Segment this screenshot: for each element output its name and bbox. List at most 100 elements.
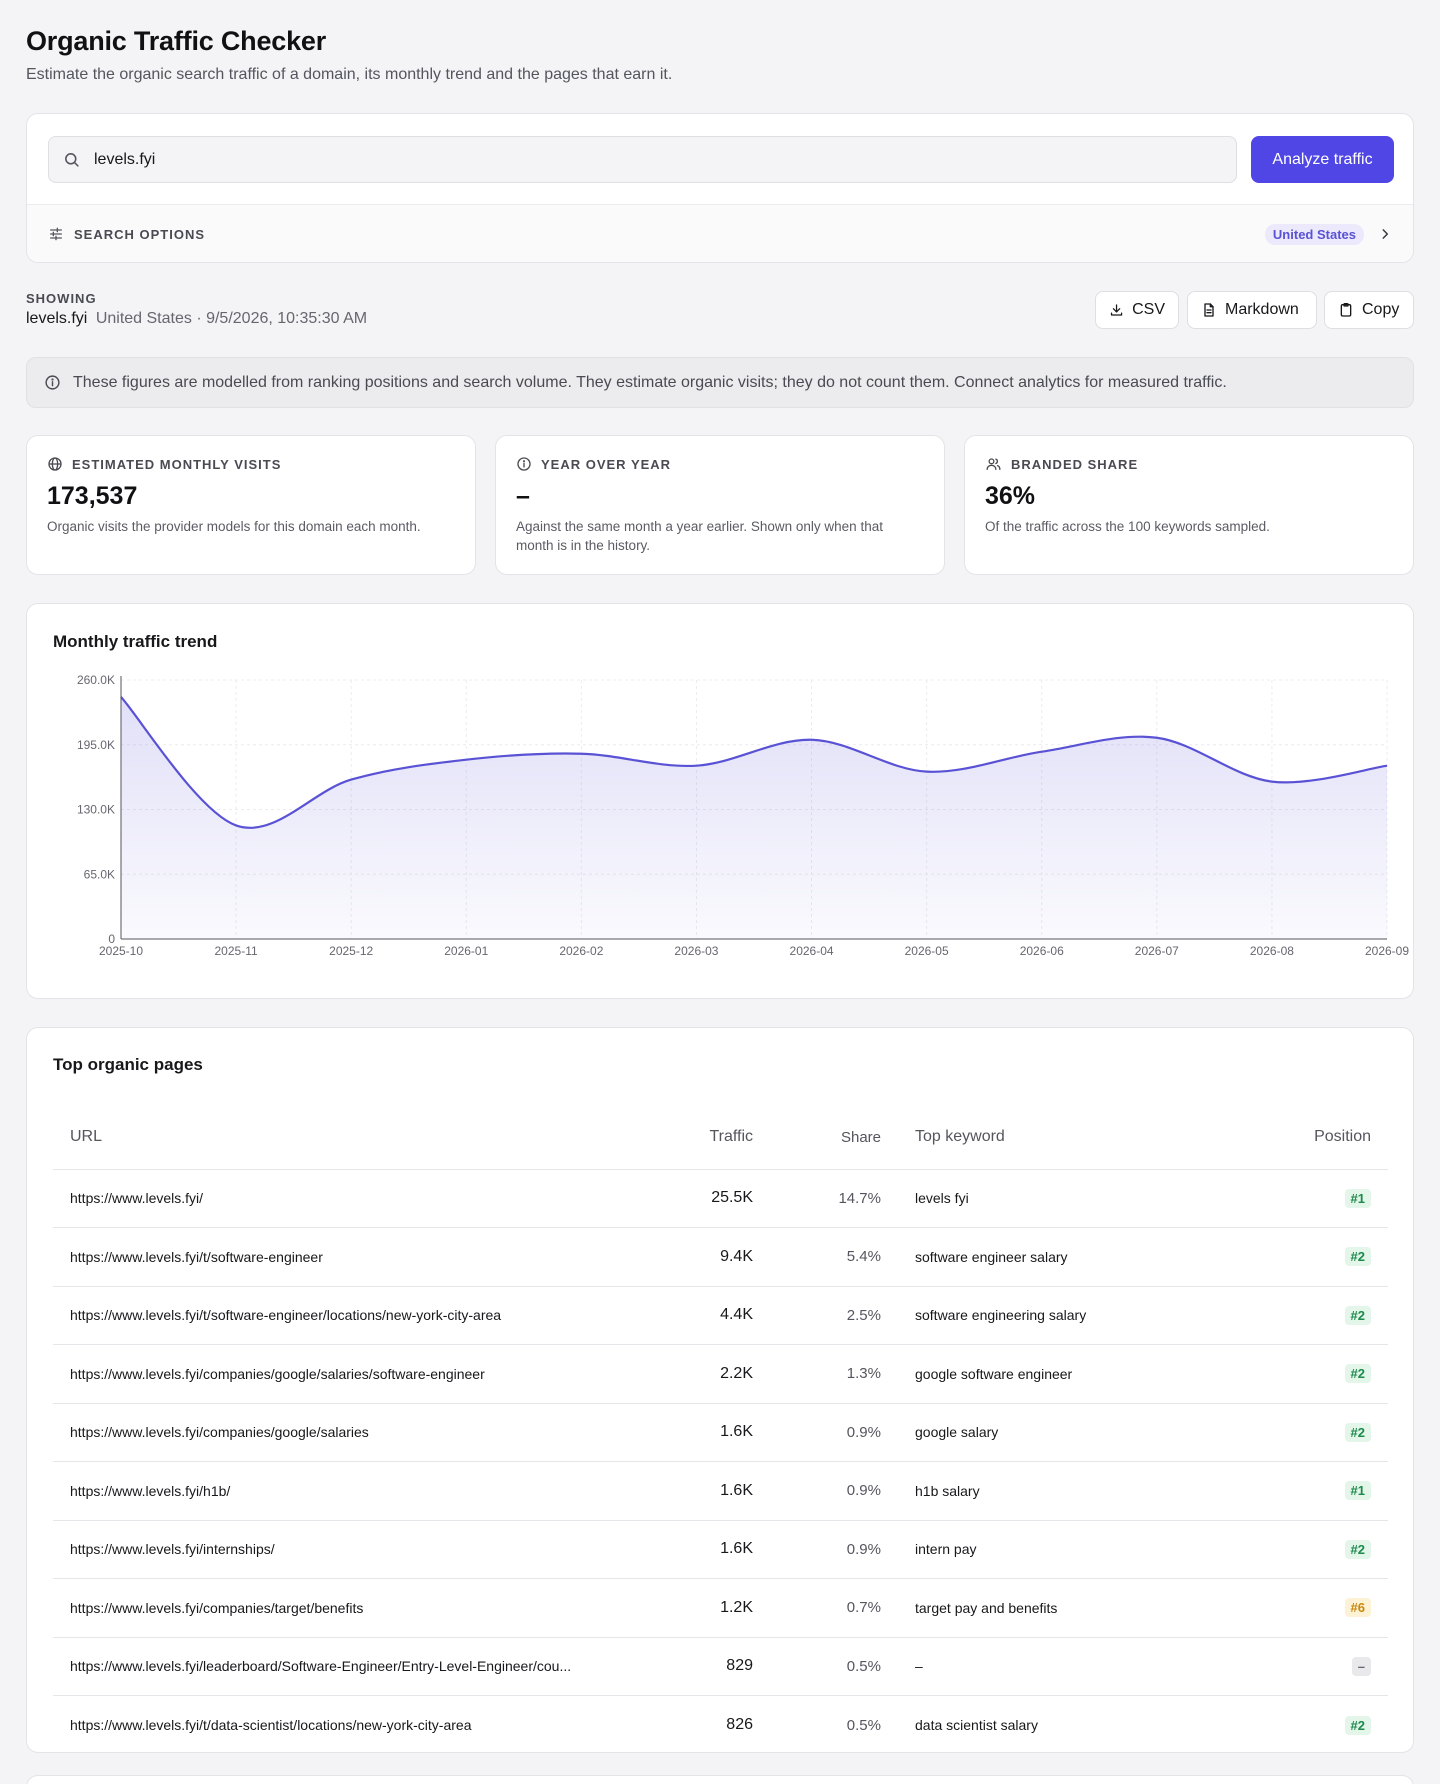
stat-branded-share: BRANDED SHARE 36% Of the traffic across … (964, 435, 1414, 575)
stat-year-over-year: YEAR OVER YEAR – Against the same month … (495, 435, 945, 575)
domain-input[interactable] (94, 150, 1236, 169)
table-row[interactable]: https://www.levels.fyi/companies/google/… (53, 1344, 1388, 1404)
page-traffic: 4.4K (643, 1286, 753, 1345)
position-badge: #2 (1344, 1715, 1371, 1735)
users-icon (986, 458, 1001, 470)
search-options-toggle[interactable]: SEARCH OPTIONS United States (27, 205, 1413, 262)
domain-search-field[interactable] (48, 136, 1237, 183)
page-url[interactable]: https://www.levels.fyi/leaderboard/Softw… (53, 1637, 643, 1696)
page-top-keyword: software engineering salary (881, 1286, 1248, 1345)
showing-label: SHOWING (26, 291, 97, 306)
page-top-keyword: google salary (881, 1403, 1248, 1462)
country-badge: United States (1264, 223, 1364, 245)
page-url[interactable]: https://www.levels.fyi/ (53, 1169, 643, 1228)
column-top-keyword[interactable]: Top keyword (881, 1106, 1248, 1170)
info-icon (45, 375, 60, 390)
page-top-keyword: levels fyi (881, 1169, 1248, 1228)
table-row[interactable]: https://www.levels.fyi/t/software-engine… (53, 1286, 1388, 1345)
table-row[interactable]: https://www.levels.fyi/25.5K 14.7% levels … (53, 1169, 1388, 1228)
page-url[interactable]: https://www.levels.fyi/t/software-engine… (53, 1286, 643, 1345)
x-tick-label: 2026-06 (1020, 944, 1064, 958)
page-url[interactable]: https://www.levels.fyi/internships/ (53, 1520, 643, 1579)
table-row[interactable]: https://www.levels.fyi/internships/1.6K 0… (53, 1520, 1388, 1579)
x-tick-label: 2026-03 (674, 944, 718, 958)
y-tick-label: 260.0K (77, 673, 115, 687)
search-options-label: SEARCH OPTIONS (74, 226, 206, 242)
column-position[interactable]: Position (1248, 1106, 1388, 1170)
page-url[interactable]: https://www.levels.fyi/companies/google/… (53, 1344, 643, 1404)
page-traffic: 826 (726, 1716, 753, 1733)
stat-label: BRANDED SHARE (1011, 456, 1139, 472)
copy-label: Copy (1362, 301, 1400, 318)
stat-value: 36% (985, 482, 1036, 510)
chevron-right-icon[interactable] (1378, 227, 1392, 241)
x-tick-label: 2026-09 (1365, 944, 1409, 958)
page-url[interactable]: https://www.levels.fyi/t/software-engine… (53, 1227, 643, 1287)
table-title: Top organic pages (53, 1055, 203, 1074)
page-traffic: 9.4K (643, 1227, 753, 1287)
page-traffic: 1.6K (643, 1461, 753, 1521)
page-traffic: 1.6K (643, 1403, 753, 1462)
export-csv-button[interactable]: CSV (1095, 291, 1179, 329)
top-pages-card: Top organic pages URL Traffic Share Top … (26, 1027, 1414, 1753)
table-row[interactable]: https://www.levels.fyi/leaderboard/Softw… (53, 1637, 1388, 1696)
page-url[interactable]: https://www.levels.fyi/companies/target/… (53, 1578, 643, 1638)
traffic-series-line (120, 696, 1388, 829)
export-markdown-button[interactable]: Markdown (1187, 291, 1317, 329)
y-tick-label: 0 (108, 932, 115, 946)
y-tick-label: 195.0K (77, 738, 115, 752)
position-badge: #6 (1344, 1598, 1371, 1618)
page-traffic: 1.2K (643, 1578, 753, 1638)
showing-domain: levels.fyi (26, 310, 88, 327)
page-share: 0.9% (753, 1461, 881, 1521)
page-share: 2.5% (753, 1286, 881, 1345)
page-top-keyword: h1b salary (881, 1461, 1248, 1521)
position-badge: #1 (1344, 1188, 1371, 1208)
search-card: Analyze traffic SEARCH OPTIONS United St… (26, 113, 1414, 263)
table-row[interactable]: https://www.levels.fyi/h1b/1.6K 0.9% h1b s… (53, 1461, 1388, 1521)
next-section-card (26, 1775, 1414, 1784)
clipboard-icon (1340, 303, 1352, 317)
traffic-area-fill (121, 696, 1387, 939)
position-badge: #2 (1344, 1422, 1371, 1442)
page-title: Organic Traffic Checker (26, 26, 327, 56)
info-icon (517, 457, 531, 471)
page-url[interactable]: https://www.levels.fyi/h1b/ (53, 1461, 643, 1521)
traffic-trend-card: Monthly traffic trend 0 65.0K 130.0K 195.0K… (26, 603, 1414, 999)
export-csv-label: CSV (1132, 301, 1165, 318)
x-tick-label: 2026-04 (790, 944, 834, 958)
page-share: 5.4% (753, 1227, 881, 1287)
page-top-keyword: target pay and benefits (881, 1578, 1248, 1638)
column-share[interactable]: Share (753, 1106, 881, 1170)
stat-description: Organic visits the provider models for t… (47, 519, 421, 534)
page-url[interactable]: https://www.levels.fyi/t/data-scientist/… (70, 1717, 472, 1733)
page-top-keyword: intern pay (881, 1520, 1248, 1579)
traffic-trend-chart: 0 65.0K 130.0K 195.0K 260.0K 2025-10 2025-11 20… (77, 673, 1409, 958)
table-row[interactable]: https://www.levels.fyi/t/data-scientist/… (53, 1696, 1388, 1755)
position-badge: – (1351, 1656, 1371, 1676)
analyze-traffic-button[interactable]: Analyze traffic (1251, 136, 1394, 183)
table-row[interactable]: https://www.levels.fyi/t/software-engine… (53, 1227, 1388, 1287)
column-traffic[interactable]: Traffic (643, 1106, 753, 1170)
copy-button[interactable]: Copy (1324, 291, 1414, 329)
stat-description: Of the traffic across the 100 keywords s… (985, 519, 1270, 534)
page-traffic: 25.5K (643, 1169, 753, 1228)
column-url[interactable]: URL (53, 1106, 643, 1170)
position-badge: #2 (1344, 1364, 1371, 1384)
showing-meta: United States · 9/5/2026, 10:35:30 AM (95, 310, 368, 327)
position-badge: #2 (1344, 1247, 1371, 1267)
stat-label: YEAR OVER YEAR (541, 456, 672, 472)
showing-summary: levels.fyi United States · 9/5/2026, 10:… (26, 310, 367, 328)
table-row[interactable]: https://www.levels.fyi/companies/target/… (53, 1578, 1388, 1638)
table-row[interactable]: https://www.levels.fyi/companies/google/… (53, 1403, 1388, 1462)
stat-monthly-visits: ESTIMATED MONTHLY VISITS 173,537 Organic… (26, 435, 476, 575)
page-share: 14.7% (753, 1169, 881, 1228)
position-badge: #1 (1344, 1481, 1371, 1501)
table-header-row: URL Traffic Share Top keyword Position (53, 1106, 1388, 1170)
search-icon (65, 153, 79, 167)
stat-description: Against the same month a year earlier. S… (516, 519, 883, 553)
page-share: 0.5% (846, 1716, 881, 1734)
page-url[interactable]: https://www.levels.fyi/companies/google/… (53, 1403, 643, 1462)
page-share: 0.7% (753, 1578, 881, 1638)
page-top-keyword: data scientist salary (915, 1717, 1038, 1733)
